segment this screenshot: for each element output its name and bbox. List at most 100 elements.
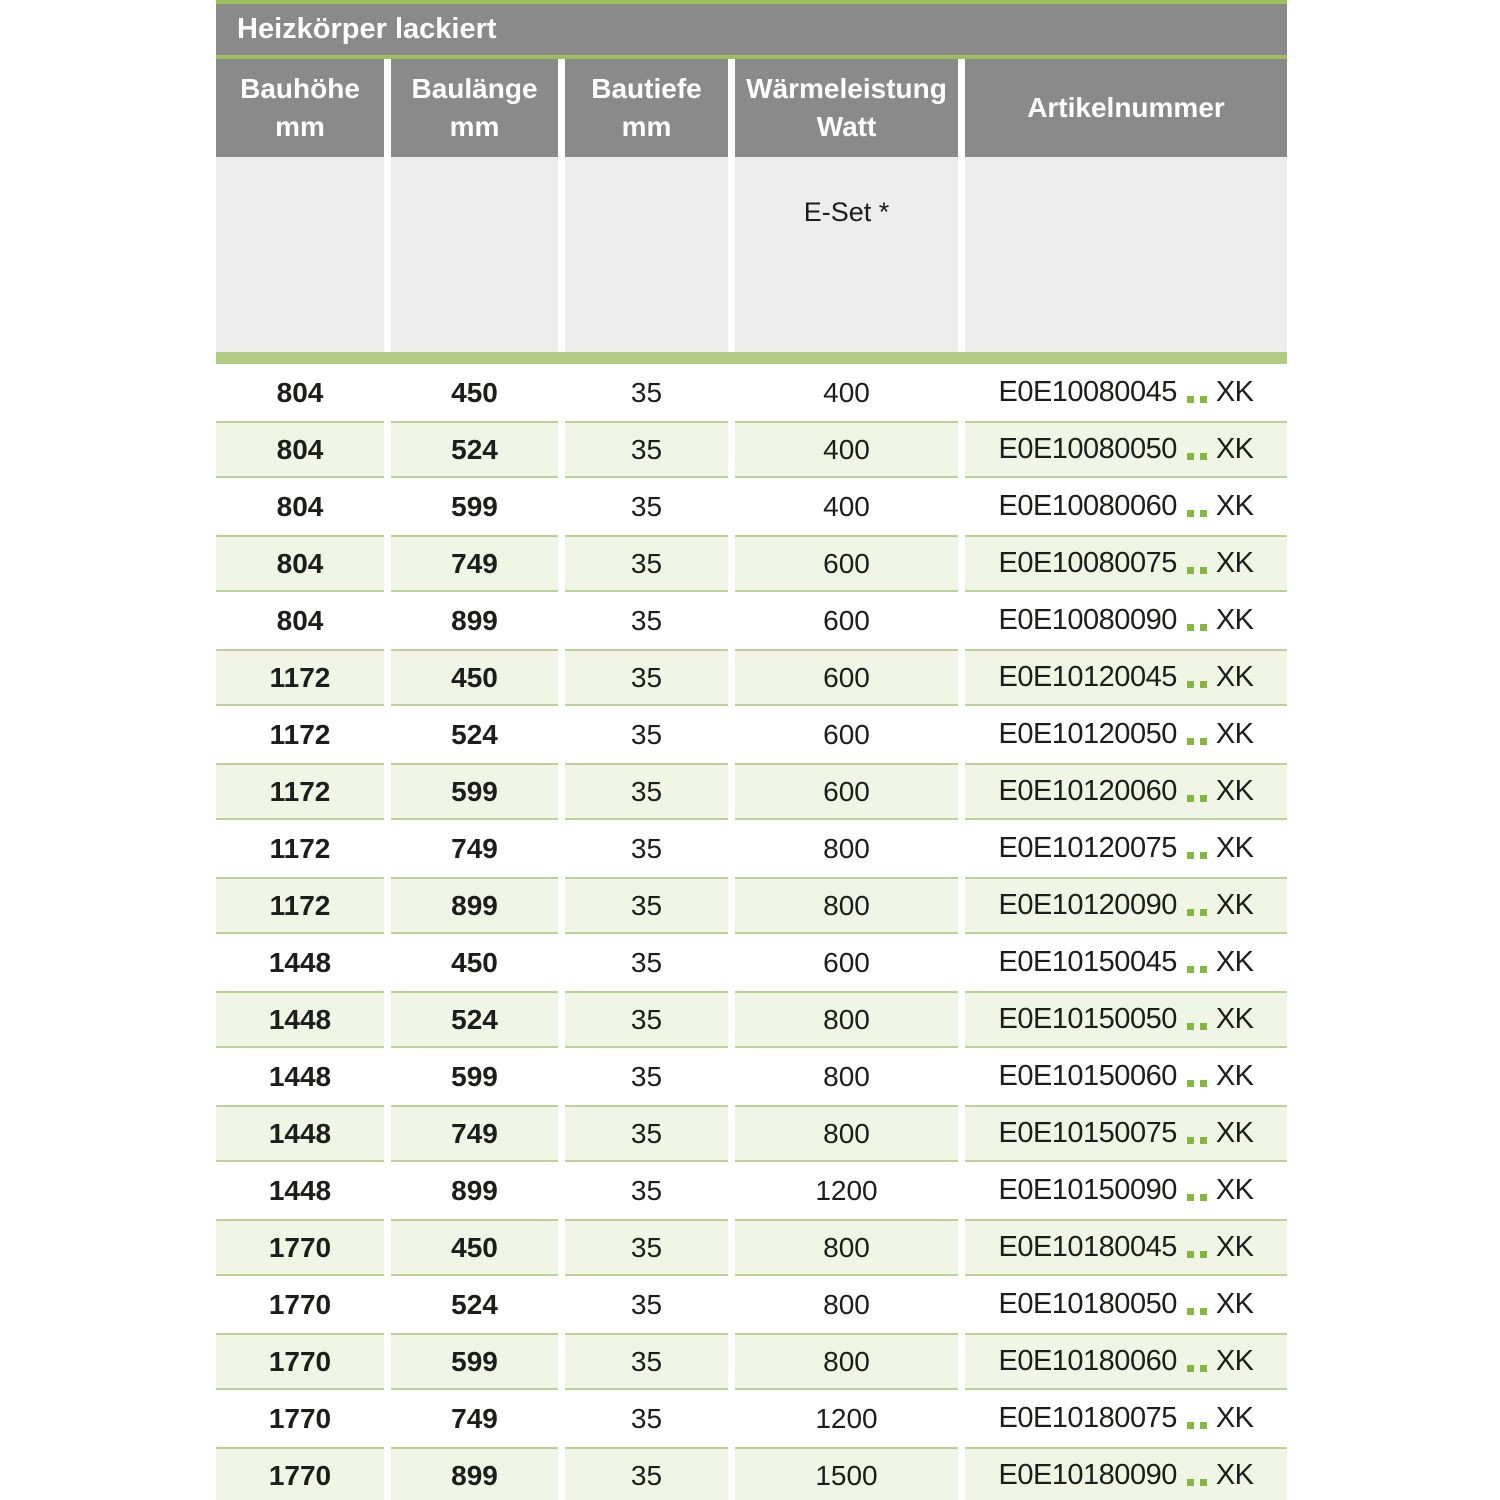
cell-waermeleistung: 1200 [815,1174,878,1206]
artikel-suffix: XK [1215,832,1254,864]
cell-bauhoehe: 1770 [216,1447,384,1500]
cell-artikelnummer: E0E10150075 XK [965,1105,1287,1162]
cell-artikelnummer: E0E10180090 XK [965,1447,1287,1500]
artikel-suffix: XK [1215,1345,1254,1377]
artikel-suffix: XK [1215,1174,1254,1206]
artikel-suffix: XK [1215,1402,1254,1434]
eset-label: E-Set * [803,197,890,227]
cell-artikelnummer: E0E10180050 XK [965,1276,1287,1333]
cell-bautiefe: 35 [565,1105,728,1162]
artikel-code: E0E10120045 [998,661,1177,693]
column-header-artikelnummer: Artikelnummer [965,59,1287,157]
cell-artikelnummer: E0E10080075 XK [965,535,1287,592]
artikel-code: E0E10120090 [998,889,1177,921]
cell-artikelnummer: E0E10080045 XK [965,364,1287,421]
top-accent-line [216,0,1287,4]
artikel-code: E0E10120075 [998,832,1177,864]
artikel-suffix: XK [1215,1231,1254,1263]
header-row: Bauhöhe mm Baulänge mm Bautiefe mm Wärme… [216,59,1287,157]
product-table: Heizkörper lackiert Bauhöhe mm Baulänge … [216,0,1287,1500]
header-separator-bar [216,352,1287,364]
subheader-cell [965,157,1287,352]
green-dots-icon [1186,396,1207,403]
cell-bautiefe: 35 [630,376,663,408]
cell-waermeleistung: 400 [823,490,870,522]
cell-bauhoehe: 1172 [216,649,384,706]
column-header-unit: Watt [816,111,877,142]
artikel-suffix: XK [1215,1288,1254,1320]
green-dots-icon [1186,1251,1207,1258]
artikel-code: E0E10120050 [998,718,1177,750]
green-dots-icon [1186,1479,1207,1486]
cell-bautiefe: 35 [565,763,728,820]
cell-baulaenge: 599 [451,1060,498,1092]
artikel-code: E0E10150050 [998,1003,1177,1035]
cell-bauhoehe: 1448 [268,1174,332,1206]
green-dots-icon [1186,966,1207,973]
green-dots-icon [1186,909,1207,916]
cell-waermeleistung: 600 [823,946,870,978]
green-dots-icon [1186,1194,1207,1201]
table-row: 1770 749 35 1200 E0E10180075 XK [216,1390,1287,1447]
cell-bautiefe: 35 [565,1447,728,1500]
cell-bauhoehe: 804 [276,604,324,636]
table-row: 1172 524 35 600 E0E10120050 XK [216,706,1287,763]
column-header-label: Baulänge [411,73,538,104]
cell-baulaenge: 899 [451,1174,498,1206]
table-row: 804 599 35 400 E0E10080060 XK [216,478,1287,535]
artikel-code: E0E10080090 [998,604,1177,636]
cell-artikelnummer: E0E10150060 XK [965,1048,1287,1105]
artikel-suffix: XK [1215,889,1254,921]
cell-bautiefe: 35 [630,718,663,750]
cell-waermeleistung: 600 [823,604,870,636]
column-header-label: Artikelnummer [1027,92,1225,123]
cell-bauhoehe: 1448 [268,946,332,978]
cell-bautiefe: 35 [565,991,728,1048]
table-row: 804 749 35 600 E0E10080075 XK [216,535,1287,592]
cell-bautiefe: 35 [630,1174,663,1206]
table-row: 804 524 35 400 E0E10080050 XK [216,421,1287,478]
artikel-suffix: XK [1215,1459,1254,1491]
cell-bauhoehe: 804 [216,535,384,592]
cell-waermeleistung: 800 [735,1105,958,1162]
cell-waermeleistung: 800 [823,1288,870,1320]
cell-baulaenge: 599 [391,1333,558,1390]
green-dots-icon [1186,1365,1207,1372]
cell-artikelnummer: E0E10080060 XK [965,478,1287,535]
cell-waermeleistung: 800 [735,991,958,1048]
table-row: 1448 524 35 800 E0E10150050 XK [216,991,1287,1048]
cell-bautiefe: 35 [565,1333,728,1390]
table-row: 804 899 35 600 E0E10080090 XK [216,592,1287,649]
cell-artikelnummer: E0E10150090 XK [965,1162,1287,1219]
green-dots-icon [1186,510,1207,517]
cell-artikelnummer: E0E10080050 XK [965,421,1287,478]
table-row: 1448 599 35 800 E0E10150060 XK [216,1048,1287,1105]
column-header-waermeleistung: Wärmeleistung Watt [735,59,958,157]
cell-bautiefe: 35 [565,535,728,592]
cell-waermeleistung: 600 [735,535,958,592]
artikel-code: E0E10180090 [998,1459,1177,1491]
artikel-suffix: XK [1215,1003,1254,1035]
cell-waermeleistung: 800 [823,1060,870,1092]
artikel-suffix: XK [1215,946,1254,978]
artikel-suffix: XK [1215,490,1254,522]
column-header-bautiefe: Bautiefe mm [565,59,728,157]
cell-artikelnummer: E0E10150045 XK [965,934,1287,991]
table-row: 1770 450 35 800 E0E10180045 XK [216,1219,1287,1276]
cell-baulaenge: 524 [451,718,498,750]
artikel-suffix: XK [1215,376,1254,408]
artikel-code: E0E10180045 [998,1231,1177,1263]
table-row: 1172 450 35 600 E0E10120045 XK [216,649,1287,706]
cell-artikelnummer: E0E10180060 XK [965,1333,1287,1390]
column-header-label: Bautiefe [591,73,702,104]
cell-waermeleistung: 400 [823,376,870,408]
green-dots-icon [1186,795,1207,802]
cell-bauhoehe: 1770 [268,1288,332,1320]
artikel-suffix: XK [1215,1117,1254,1149]
table-row: 804 450 35 400 E0E10080045 XK [216,364,1287,421]
title-separator-line [216,55,1287,59]
artikel-code: E0E10080060 [998,490,1177,522]
table-row: 1448 749 35 800 E0E10150075 XK [216,1105,1287,1162]
artikel-code: E0E10150075 [998,1117,1177,1149]
